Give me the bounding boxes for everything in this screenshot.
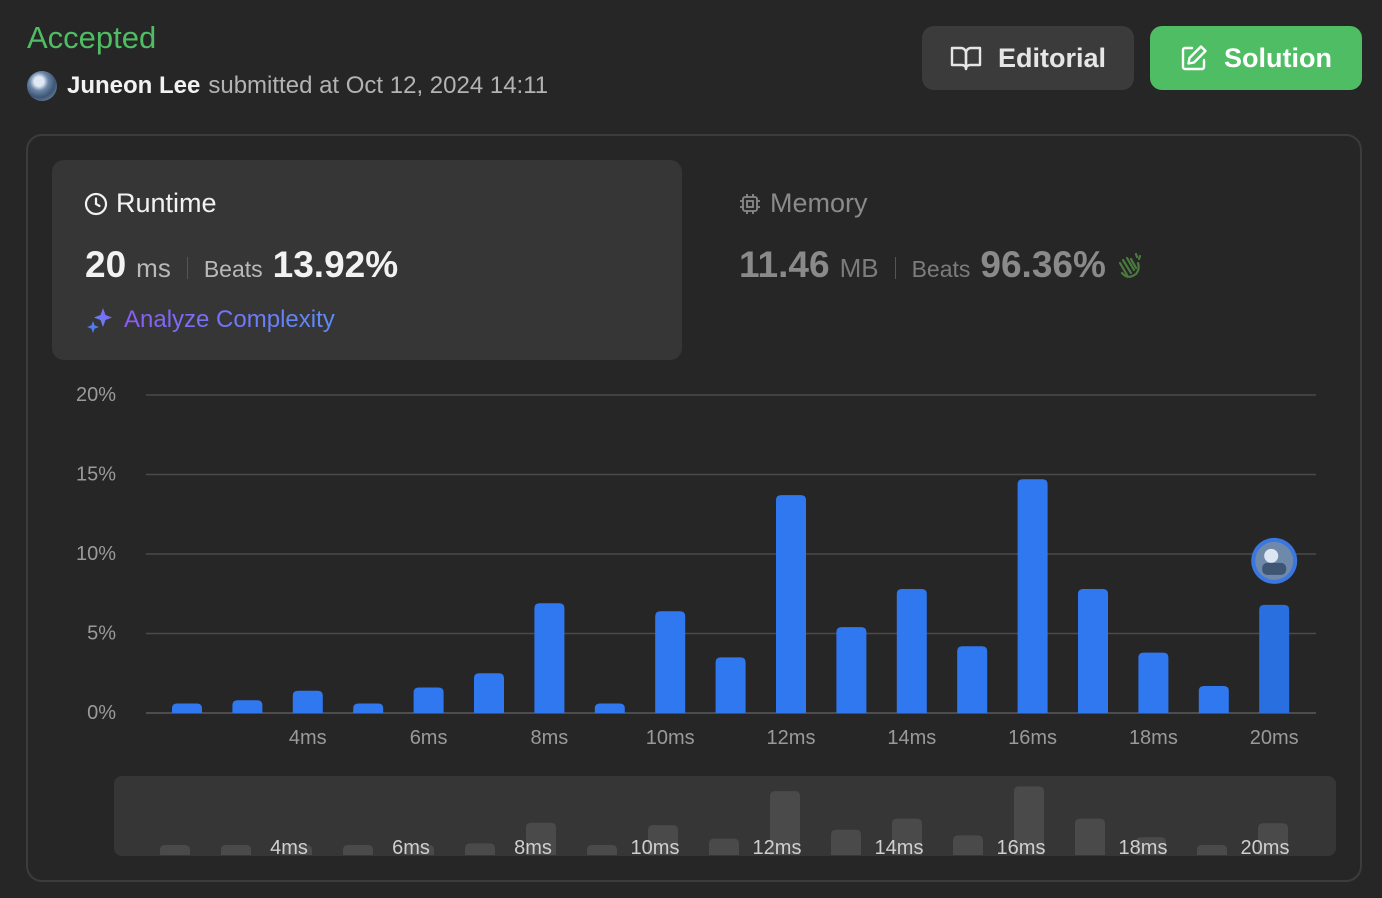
mini-chart-bar xyxy=(709,838,739,855)
mini-chart-bar xyxy=(526,822,556,855)
mini-chart-bar xyxy=(404,845,434,855)
result-panel xyxy=(26,134,1362,882)
runtime-divider xyxy=(186,257,188,279)
runtime-stats: 20 ms Beats 13.92% xyxy=(85,244,398,286)
runtime-value: 20 xyxy=(85,244,127,285)
mini-chart-bar xyxy=(1136,837,1166,855)
mini-x-tick-label: 4ms xyxy=(270,837,308,859)
analyze-complexity-link[interactable]: Analyze Complexity xyxy=(86,306,335,334)
chart-bar[interactable] xyxy=(232,700,263,713)
x-tick-label: 4ms xyxy=(289,727,327,749)
chart-bar[interactable] xyxy=(836,627,867,713)
chart-bar[interactable] xyxy=(413,687,444,713)
mini-chart-bar xyxy=(770,791,800,855)
mini-chart-bar xyxy=(1075,818,1105,855)
memory-beats-value: 96.36% xyxy=(980,244,1106,285)
mini-x-tick-label: 20ms xyxy=(1241,837,1290,859)
chart-bar[interactable] xyxy=(292,690,323,713)
memory-divider xyxy=(894,257,896,279)
mini-chart-bar xyxy=(587,845,617,855)
chart-bar[interactable] xyxy=(715,657,746,713)
chart-bar[interactable] xyxy=(896,588,927,713)
memory-unit: MB xyxy=(839,253,879,283)
solution-label: Solution xyxy=(1224,42,1332,73)
x-tick-label: 14ms xyxy=(887,727,936,749)
status-accepted: Accepted xyxy=(27,20,157,55)
chart-bar[interactable] xyxy=(957,646,988,713)
x-tick-label: 18ms xyxy=(1129,727,1178,749)
chart-bar[interactable] xyxy=(594,703,625,713)
y-tick-label: 5% xyxy=(87,623,116,645)
x-tick-label: 10ms xyxy=(646,727,695,749)
mini-chart-bar xyxy=(465,843,495,855)
mini-chart-bar xyxy=(221,845,251,855)
x-tick-label: 6ms xyxy=(410,727,448,749)
mini-chart-bar xyxy=(1014,786,1044,855)
mini-chart-bar xyxy=(953,835,983,855)
editorial-label: Editorial xyxy=(997,42,1106,73)
chart-bar[interactable] xyxy=(474,673,504,713)
mini-x-tick-label: 8ms xyxy=(514,837,552,859)
chart-bar[interactable] xyxy=(1017,479,1048,713)
user-avatar-body xyxy=(1262,562,1287,575)
clock-icon xyxy=(84,192,108,215)
runtime-beats-label: Beats xyxy=(203,256,263,282)
username-link[interactable]: Juneon Lee xyxy=(67,72,201,99)
runtime-card[interactable] xyxy=(52,160,682,360)
mini-x-tick-label: 14ms xyxy=(875,837,924,859)
user-avatar-highlight xyxy=(1264,548,1279,563)
chart-bar[interactable] xyxy=(1138,652,1169,713)
mini-chart-bar xyxy=(831,829,861,855)
mini-x-tick-label: 16ms xyxy=(997,837,1046,859)
chip-icon xyxy=(740,193,760,214)
mini-chart-bar xyxy=(1197,845,1227,855)
x-tick-label: 16ms xyxy=(1008,727,1057,749)
mini-x-tick-label: 6ms xyxy=(392,837,430,859)
mini-x-tick-label: 12ms xyxy=(753,837,802,859)
runtime-unit: ms xyxy=(136,253,171,283)
chart-bar[interactable] xyxy=(776,495,806,713)
memory-stats: 11.46 MB Beats 96.36% xyxy=(739,244,1144,286)
memory-beats-label: Beats xyxy=(911,256,971,282)
runtime-title: Runtime xyxy=(116,188,217,218)
memory-title: Memory xyxy=(770,188,868,218)
submission-info: Juneon Lee submitted at Oct 12, 2024 14:… xyxy=(27,70,548,102)
book-icon xyxy=(950,46,982,71)
x-tick-label: 12ms xyxy=(767,727,816,749)
mini-chart-bar xyxy=(343,845,373,855)
chart-bar[interactable] xyxy=(655,611,686,713)
y-tick-label: 15% xyxy=(76,464,116,486)
y-tick-label: 20% xyxy=(76,384,116,406)
analyze-complexity-label: Analyze Complexity xyxy=(124,306,335,333)
memory-value: 11.46 xyxy=(739,244,830,285)
mini-chart-bar xyxy=(648,825,678,855)
submitted-time: submitted at Oct 12, 2024 14:11 xyxy=(208,72,549,99)
mini-chart-bar xyxy=(892,818,922,855)
mini-chart-bar xyxy=(1258,823,1288,855)
chart-bar[interactable] xyxy=(1078,588,1108,713)
runtime-beats-value: 13.92% xyxy=(272,244,399,285)
mini-chart-bar xyxy=(160,845,190,855)
edit-icon xyxy=(1181,45,1207,71)
chart-bar[interactable] xyxy=(1259,604,1290,713)
chart-bar[interactable] xyxy=(172,703,202,713)
clap-icon xyxy=(1118,252,1141,278)
mini-x-tick-label: 18ms xyxy=(1119,837,1168,859)
avatar[interactable] xyxy=(27,71,57,101)
chart-bar[interactable] xyxy=(353,703,384,713)
solution-button[interactable]: Solution xyxy=(1150,26,1362,90)
sparkle-icon xyxy=(87,308,112,333)
x-tick-label: 20ms xyxy=(1250,727,1299,749)
y-tick-label: 10% xyxy=(76,543,116,565)
chart-bar[interactable] xyxy=(534,603,565,713)
y-tick-label: 0% xyxy=(87,702,116,724)
mini-chart-bar xyxy=(282,845,312,855)
mini-x-tick-label: 10ms xyxy=(631,837,680,859)
chart-bar[interactable] xyxy=(1198,685,1229,713)
runtime-heading: Runtime xyxy=(84,188,217,219)
x-tick-label: 8ms xyxy=(531,727,569,749)
editorial-button[interactable]: Editorial xyxy=(922,26,1134,90)
memory-heading[interactable]: Memory xyxy=(738,188,868,219)
